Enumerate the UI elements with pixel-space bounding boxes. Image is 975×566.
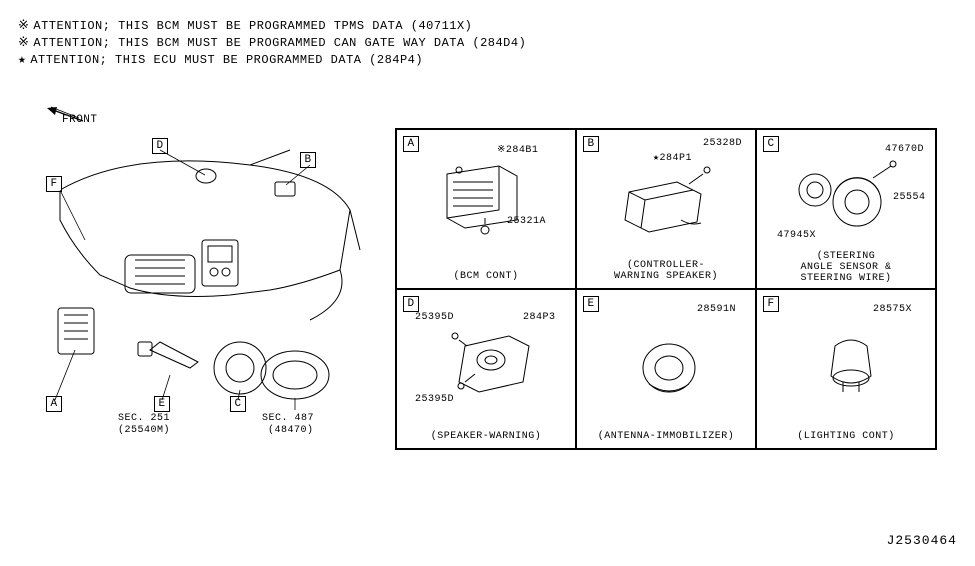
note-symbol: ※ xyxy=(18,18,29,33)
ref-letter-c: C xyxy=(230,396,246,412)
antenna-immobilizer-icon xyxy=(631,334,711,404)
note-symbol: ※ xyxy=(18,35,29,50)
part-number: ★284P1 xyxy=(653,152,692,164)
note-text: ATTENTION; THIS BCM MUST BE PROGRAMMED T… xyxy=(33,19,472,33)
sec-ref: SEC. 251 xyxy=(118,413,170,424)
note-text: ATTENTION; THIS BCM MUST BE PROGRAMMED C… xyxy=(33,36,526,50)
cell-letter: A xyxy=(403,136,419,152)
lighting-cont-icon xyxy=(813,332,893,406)
cell-letter: C xyxy=(763,136,779,152)
cell-letter: D xyxy=(403,296,419,312)
cell-caption: (BCM CONT) xyxy=(397,271,575,282)
attention-line: ※ ATTENTION; THIS BCM MUST BE PROGRAMMED… xyxy=(18,35,526,50)
note-symbol: ★ xyxy=(18,52,26,67)
part-number: 25554 xyxy=(893,192,926,203)
cell-c: C 47670D 25554 47945X (STEERING ANGLE SE… xyxy=(756,129,936,289)
part-number: 25395D xyxy=(415,394,454,405)
cell-d: D 25395D 284P3 25395D (SPEAKER-WARNING) xyxy=(396,289,576,449)
part-number: 25328D xyxy=(703,138,742,149)
part-number: 284P3 xyxy=(523,312,556,323)
cell-letter: E xyxy=(583,296,599,312)
bcm-icon xyxy=(433,162,523,242)
ref-letter-a: A xyxy=(46,396,62,412)
part-number: ※284B1 xyxy=(497,144,538,156)
attention-line: ★ ATTENTION; THIS ECU MUST BE PROGRAMMED… xyxy=(18,52,526,67)
sec-ref: SEC. 487 xyxy=(262,413,314,424)
cell-f: F 28575X (LIGHTING CONT) xyxy=(756,289,936,449)
attention-block: ※ ATTENTION; THIS BCM MUST BE PROGRAMMED… xyxy=(18,18,526,69)
part-number: 47670D xyxy=(885,144,924,155)
part-number: 25321A xyxy=(507,216,546,227)
part-number: 47945X xyxy=(777,230,816,241)
cell-caption: (LIGHTING CONT) xyxy=(757,431,935,442)
ref-letter-f: F xyxy=(46,176,62,192)
cell-letter: F xyxy=(763,296,779,312)
cell-caption: (SPEAKER-WARNING) xyxy=(397,431,575,442)
controller-warning-speaker-icon xyxy=(611,166,713,242)
dashboard-diagram xyxy=(40,120,380,460)
note-text: ATTENTION; THIS ECU MUST BE PROGRAMMED D… xyxy=(30,53,423,67)
cell-b: B ★284P1 25328D (CONTROLLER- WARNING SPE… xyxy=(576,129,756,289)
cell-a: A ※284B1 25321A (BCM CONT) xyxy=(396,129,576,289)
ref-letter-e: E xyxy=(154,396,170,412)
cell-caption: (ANTENNA-IMMOBILIZER) xyxy=(577,431,755,442)
drawing-id: J2530464 xyxy=(887,533,957,548)
cell-caption: (CONTROLLER- WARNING SPEAKER) xyxy=(577,260,755,282)
ref-letter-d: D xyxy=(152,138,168,154)
part-number: 25395D xyxy=(415,312,454,323)
cell-e: E 28591N (ANTENNA-IMMOBILIZER) xyxy=(576,289,756,449)
steering-angle-sensor-icon xyxy=(779,156,899,238)
attention-line: ※ ATTENTION; THIS BCM MUST BE PROGRAMMED… xyxy=(18,18,526,33)
sec-ref-num: (48470) xyxy=(268,425,314,436)
part-number: 28591N xyxy=(697,304,736,315)
cell-caption: (STEERING ANGLE SENSOR & STEERING WIRE) xyxy=(757,251,935,284)
cell-letter: B xyxy=(583,136,599,152)
parts-grid: A ※284B1 25321A (BCM CONT) B xyxy=(395,128,937,450)
speaker-warning-icon xyxy=(441,324,541,406)
ref-letter-b: B xyxy=(300,152,316,168)
sec-ref-num: (25540M) xyxy=(118,425,170,436)
part-number: 28575X xyxy=(873,304,912,315)
